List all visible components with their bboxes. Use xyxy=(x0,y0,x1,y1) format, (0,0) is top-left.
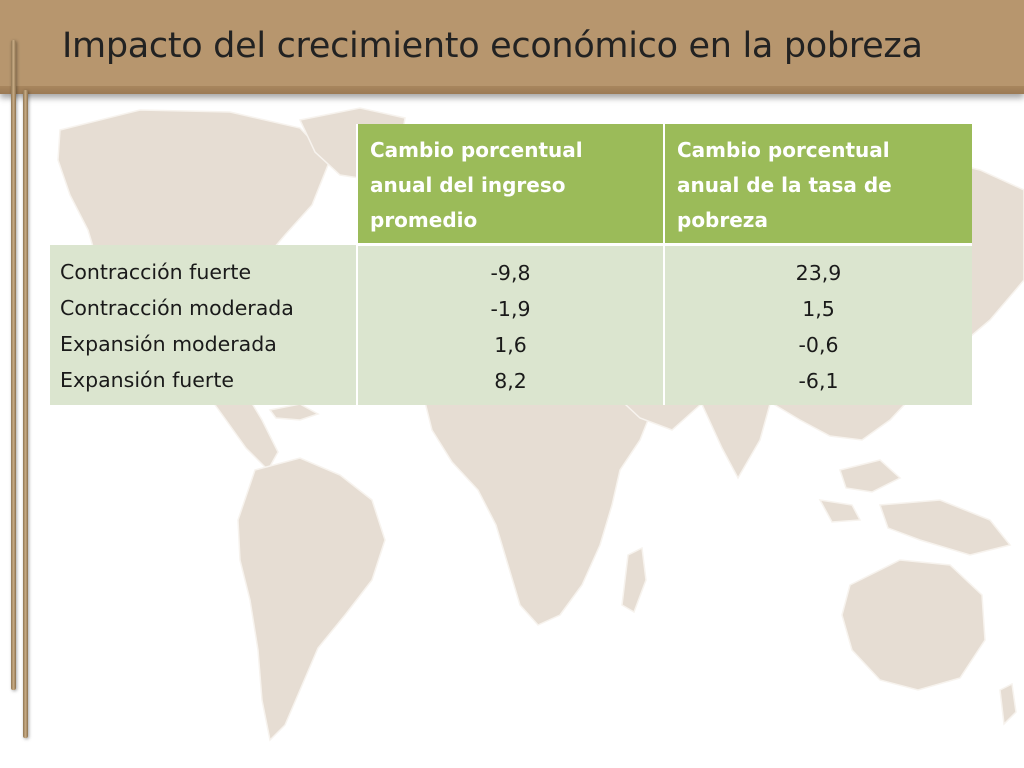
category-label: Expansión fuerte xyxy=(60,367,234,392)
header-line: anual de la tasa de xyxy=(677,173,892,197)
income-change-value: 1,6 xyxy=(494,333,527,357)
header-line: Cambio porcentual xyxy=(677,138,890,162)
header-cell-income-change: Cambio porcentual anual del ingreso prom… xyxy=(356,124,664,246)
category-labels-cell: Contracción fuerte Contracción moderada … xyxy=(50,244,357,405)
income-change-value: -9,8 xyxy=(490,261,531,285)
poverty-change-values-cell: 23,9 1,5 -0,6 -6,1 xyxy=(663,244,972,405)
poverty-change-value: -0,6 xyxy=(798,333,839,357)
income-change-value: 8,2 xyxy=(494,369,527,393)
header-line: pobreza xyxy=(677,208,768,232)
income-change-value: -1,9 xyxy=(490,297,531,321)
header-line: anual del ingreso xyxy=(370,173,566,197)
category-label: Contracción fuerte xyxy=(60,259,252,284)
category-label: Expansión moderada xyxy=(60,331,277,356)
poverty-change-value: 23,9 xyxy=(795,261,842,285)
header-cell-blank xyxy=(50,124,357,245)
poverty-change-value: -6,1 xyxy=(798,369,839,393)
decorative-stick-left xyxy=(11,40,16,690)
income-change-values-cell: -9,8 -1,9 1,6 8,2 xyxy=(356,244,664,405)
slide-title: Impacto del crecimiento económico en la … xyxy=(62,26,923,66)
table-body-row: Contracción fuerte Contracción moderada … xyxy=(50,244,972,405)
header-cell-poverty-change: Cambio porcentual anual de la tasa de po… xyxy=(663,124,972,246)
poverty-change-value: 1,5 xyxy=(802,297,835,321)
header-line: Cambio porcentual xyxy=(370,138,583,162)
header-band xyxy=(0,0,1024,94)
decorative-stick-right xyxy=(23,90,28,738)
category-label: Contracción moderada xyxy=(60,295,294,320)
table-header-row: Cambio porcentual anual del ingreso prom… xyxy=(50,124,972,246)
growth-poverty-table: Cambio porcentual anual del ingreso prom… xyxy=(50,124,972,405)
header-line: promedio xyxy=(370,208,478,232)
